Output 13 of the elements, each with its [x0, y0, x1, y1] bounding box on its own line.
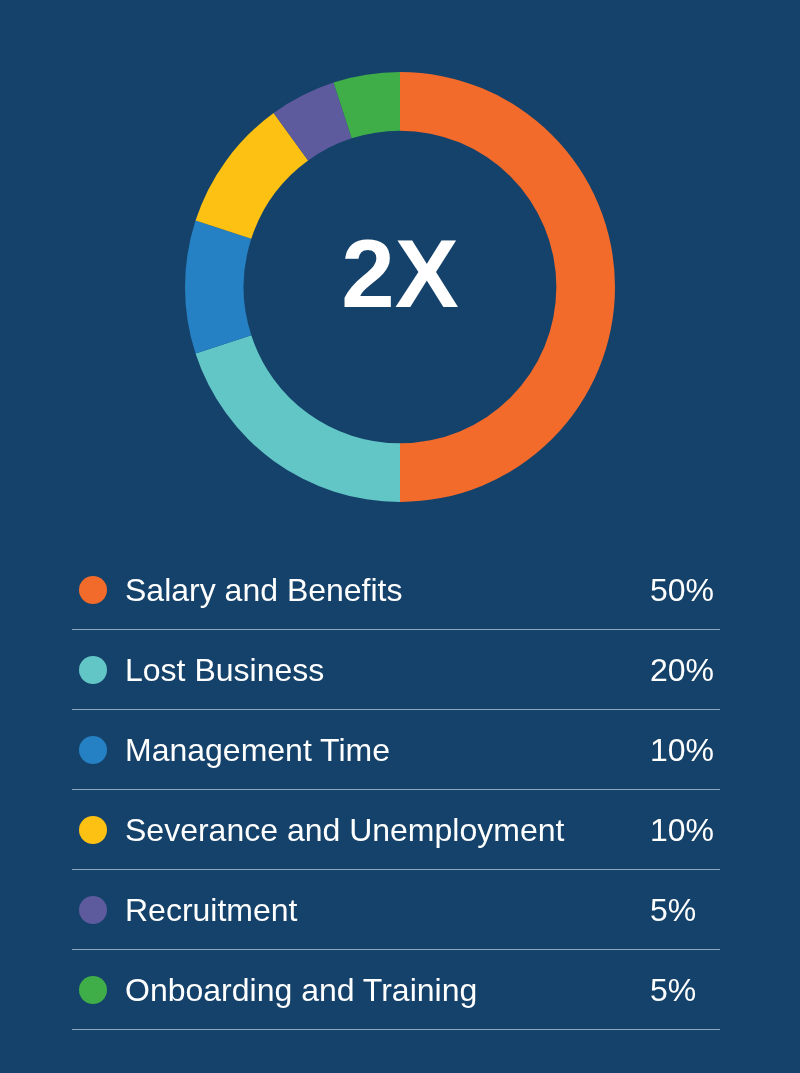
data-label: 10%: [650, 811, 715, 850]
data-label: 10%: [650, 731, 715, 770]
legend-label: Recruitment: [125, 891, 298, 930]
data-label: 5%: [650, 971, 697, 1010]
data-label: 50%: [650, 571, 715, 610]
legend-label: Onboarding and Training: [125, 971, 478, 1010]
legend-label: Severance and Unemployment: [125, 811, 565, 850]
legend-label: Management Time: [125, 731, 391, 770]
legend-label: Salary and Benefits: [125, 571, 403, 610]
text: 2X: [341, 219, 459, 327]
data-label: 5%: [650, 891, 697, 930]
data-label: 20%: [650, 651, 715, 690]
legend-label: Lost Business: [125, 651, 325, 690]
